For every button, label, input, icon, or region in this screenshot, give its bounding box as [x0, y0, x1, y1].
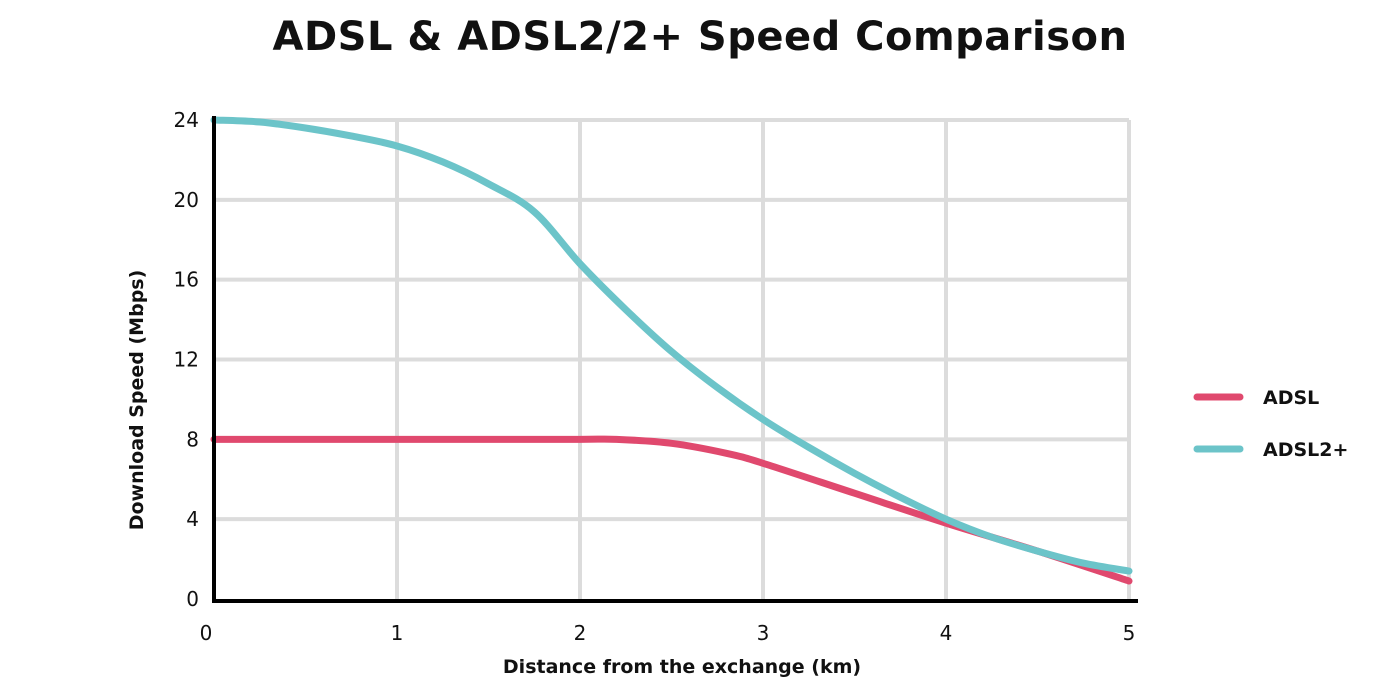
x-tick-label-0: 0: [200, 621, 213, 645]
y-tick-label-0: 0: [186, 587, 199, 611]
axes: [212, 116, 1138, 603]
y-tick-label-8: 8: [186, 427, 199, 451]
y-axis-title: Download Speed (Mbps): [126, 270, 148, 531]
x-tick-label-4: 4: [940, 621, 953, 645]
series-line-adsl: [210, 435, 1133, 585]
chart-title: ADSL & ADSL2/2+ Speed Comparison: [272, 14, 1128, 60]
legend: ADSL ADSL2+: [1193, 387, 1348, 461]
y-tick-label-12: 12: [174, 348, 199, 372]
y-tick-label-16: 16: [174, 268, 199, 292]
y-tick-label-4: 4: [186, 507, 199, 531]
legend-label-adsl2-: ADSL2+: [1263, 439, 1348, 461]
x-tick-label-5: 5: [1123, 621, 1136, 645]
x-tick-label-3: 3: [757, 621, 770, 645]
x-tick-label-1: 1: [391, 621, 404, 645]
y-tick-labels: 0 4 8 12 16 20 24: [174, 108, 199, 611]
x-tick-labels: 0 1 2 3 4 5: [200, 621, 1136, 645]
series-line-adsl2-: [210, 116, 1133, 575]
y-tick-label-24: 24: [174, 108, 199, 132]
grid: [214, 118, 1131, 599]
series-lines: [210, 116, 1133, 585]
y-tick-label-20: 20: [174, 188, 199, 212]
legend-label-adsl: ADSL: [1263, 387, 1319, 409]
x-tick-label-2: 2: [574, 621, 587, 645]
x-axis-title: Distance from the exchange (km): [503, 656, 861, 678]
